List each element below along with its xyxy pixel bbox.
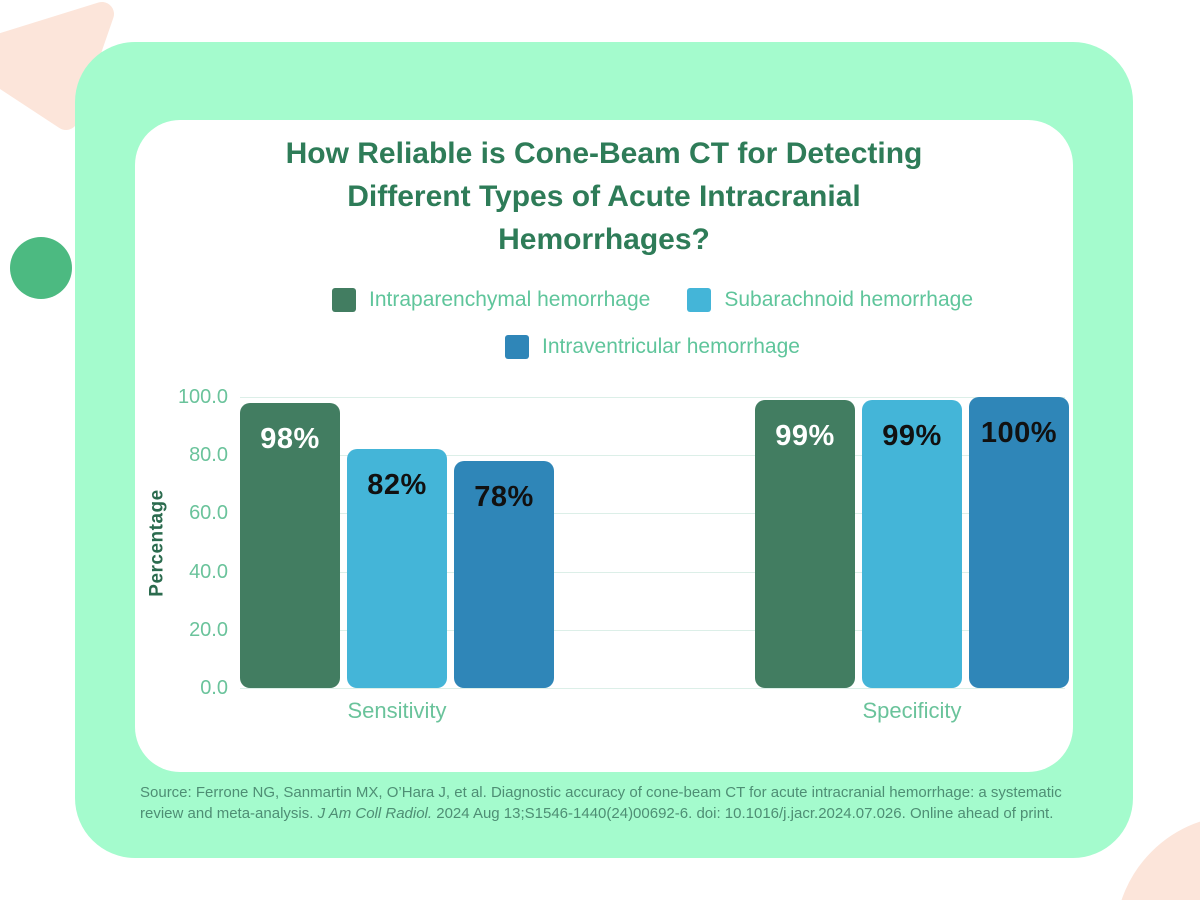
y-tick-label: 40.0 xyxy=(189,560,228,583)
chart-card: How Reliable is Cone-Beam CT for Detecti… xyxy=(135,120,1073,772)
journal-name: J Am Coll Radiol. xyxy=(317,805,433,822)
y-tick-label: 100.0 xyxy=(177,386,228,408)
y-tick-label: 80.0 xyxy=(189,444,228,467)
legend-label: Subarachnoid hemorrhage xyxy=(724,288,973,311)
decor-circle-green xyxy=(10,237,72,299)
gridline-100 xyxy=(240,397,1065,398)
bar-sensitivity-series-3: 78% xyxy=(454,461,554,688)
bar-value-label: 98% xyxy=(260,422,320,455)
bar-value-label: 99% xyxy=(775,419,835,452)
y-axis-title-wrap: Percentage xyxy=(135,397,180,688)
bar-sensitivity-series-1: 98% xyxy=(240,402,340,688)
decor-triangle-peach xyxy=(0,2,114,130)
plot-area: Percentage 0.0 20.0 40.0 60.0 80.0 100.0 98% 82… xyxy=(147,386,1069,723)
legend-item-intraparenchymal: Intraparenchymal hemorrhage xyxy=(332,288,650,312)
bar-specificity-series-3: 100% xyxy=(969,397,1069,688)
gridline-20 xyxy=(240,629,1065,631)
legend-item-subarachnoid: Subarachnoid hemorrhage xyxy=(687,288,973,312)
legend-item-intraventricular: Intraventricular hemorrhage xyxy=(505,335,800,359)
legend-row-1: Intraparenchymal hemorrhage Subarachnoid… xyxy=(240,288,1065,312)
legend-swatch-subarachnoid xyxy=(687,288,712,312)
y-tick-label: 0.0 xyxy=(200,677,228,699)
bar-value-label: 78% xyxy=(474,481,534,514)
legend-swatch-intraparenchymal xyxy=(332,288,356,312)
gridline-60 xyxy=(240,513,1065,515)
bar-specificity-series-2: 99% xyxy=(862,399,962,688)
legend-label: Intraventricular hemorrhage xyxy=(542,335,800,358)
source-citation: Source: Ferrone NG, Sanmartin MX, O’Hara… xyxy=(140,782,1075,824)
bar-value-label: 82% xyxy=(367,469,427,502)
y-tick-label: 20.0 xyxy=(189,618,228,641)
y-tick-label: 60.0 xyxy=(189,502,228,525)
chart-legend: Intraparenchymal hemorrhage Subarachnoid… xyxy=(240,288,1065,382)
x-axis-label-sensitivity: Sensitivity xyxy=(347,698,447,723)
legend-label: Intraparenchymal hemorrhage xyxy=(369,288,651,311)
chart-title: How Reliable is Cone-Beam CT for Detecti… xyxy=(285,137,923,256)
bar-value-label: 99% xyxy=(882,419,942,452)
bar-value-label: 100% xyxy=(980,417,1058,449)
x-axis-label-specificity: Specificity xyxy=(862,698,962,723)
gridline-0 xyxy=(240,688,1065,689)
infographic-panel: How Reliable is Cone-Beam CT for Detecti… xyxy=(75,42,1133,858)
bar-specificity-series-1: 99% xyxy=(755,399,855,688)
legend-swatch-intraventricular xyxy=(505,335,530,359)
bar-sensitivity-series-2: 82% xyxy=(347,449,447,688)
gridline-80 xyxy=(240,455,1065,457)
decor-ring-peach xyxy=(1115,815,1200,900)
source-line-2: review and meta-analysis. J Am Coll Radi… xyxy=(140,805,1054,822)
legend-row-2: Intraventricular hemorrhage xyxy=(240,335,1065,359)
source-line-1: Source: Ferrone NG, Sanmartin MX, O’Hara… xyxy=(140,784,1062,801)
gridline-40 xyxy=(240,571,1065,573)
